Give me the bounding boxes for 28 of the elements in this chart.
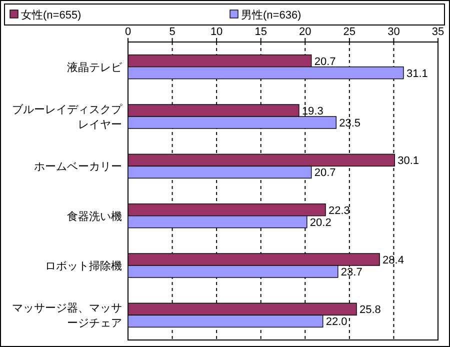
data-label: 22.3 [328, 204, 350, 217]
data-label: 23.7 [340, 266, 362, 278]
legend-label: 女性(n=655) [21, 10, 82, 22]
data-label: 28.4 [382, 254, 404, 266]
x-tick-label: 5 [169, 26, 176, 38]
y-tick-label: マッサージ器、マッサージチェア [12, 302, 122, 330]
x-tick-label: 35 [432, 26, 444, 38]
x-tick-label: 0 [124, 26, 132, 38]
data-label: 23.5 [339, 118, 361, 130]
data-label: 20.7 [314, 56, 336, 68]
data-label: 19.3 [302, 106, 324, 118]
data-label: 20.7 [314, 167, 336, 180]
data-label: 30.1 [398, 155, 420, 168]
data-label: 31.1 [406, 68, 428, 80]
x-tick-label: 25 [343, 26, 356, 38]
x-tick-label: 30 [388, 26, 400, 38]
y-tick-label: ホームベーカリー [34, 161, 122, 174]
data-label: 25.8 [360, 304, 381, 316]
x-tick-label: 10 [210, 26, 223, 38]
x-tick-label: 20 [299, 26, 312, 38]
y-tick-label: ロボット掃除機 [45, 260, 122, 272]
y-tick-label: 液晶テレビ [67, 60, 123, 74]
y-tick-label: 食器洗い機 [67, 210, 122, 223]
legend-label: 男性(n=636) [241, 10, 302, 22]
x-tick-label: 15 [254, 26, 267, 38]
data-label: 20.2 [310, 216, 332, 229]
y-tick-label: ブルーレイディスクプレイヤー [12, 103, 123, 131]
data-label: 22.0 [326, 316, 348, 328]
